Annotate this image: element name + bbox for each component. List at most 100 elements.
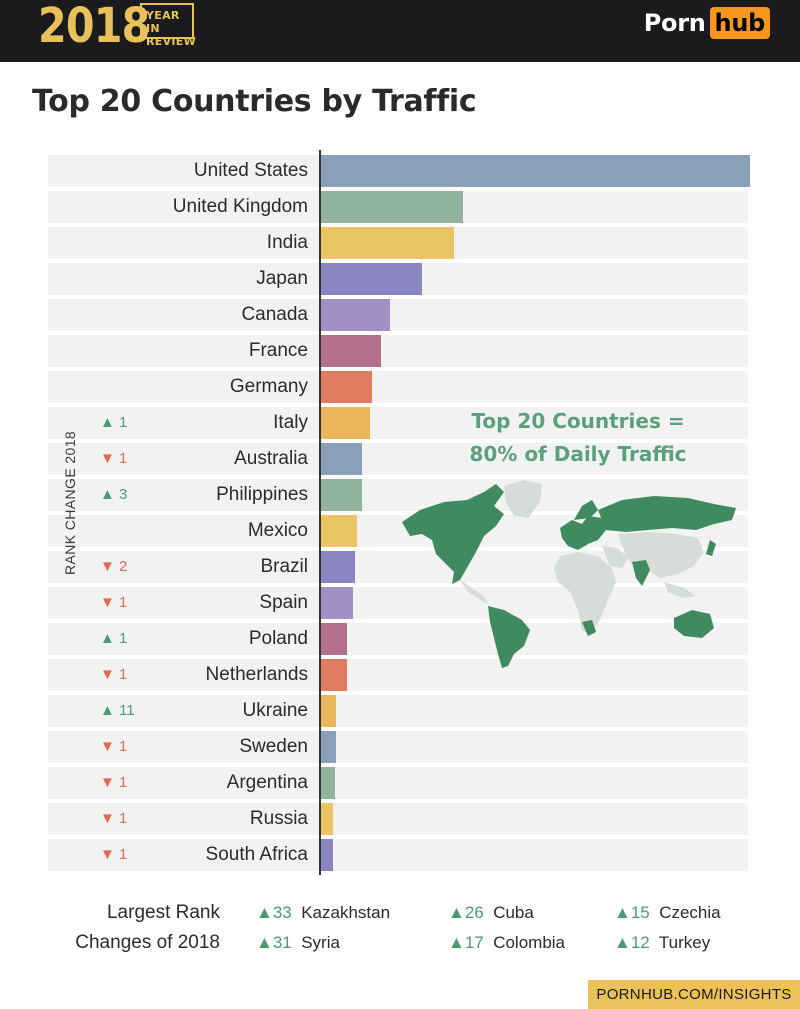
logo-hub-text: hub [709, 7, 770, 39]
map-scandinavia [574, 500, 598, 520]
rank-change-indicator: ▼ 1 [100, 774, 128, 791]
chart-row-background [48, 839, 748, 871]
rank-change-item: ▲33 Kazakhstan ▲31 Syria [256, 903, 391, 952]
callout-line-1: Top 20 Countries = [471, 409, 685, 433]
country-label: Brazil [260, 556, 308, 577]
traffic-bar [321, 731, 336, 763]
country-label: Netherlands [205, 664, 308, 685]
traffic-bar [321, 767, 336, 799]
rank-change-item: ▲15 Czechia ▲12 Turkey [614, 903, 721, 952]
rank-change-indicator: ▼ 1 [100, 594, 128, 611]
traffic-bar [321, 371, 373, 403]
world-map [402, 480, 736, 668]
chart-row-background [48, 803, 748, 835]
traffic-bar [321, 299, 390, 331]
insights-link[interactable]: PORNHUB.COM/INSIGHTS [596, 986, 792, 1003]
chart-row-background [48, 443, 748, 475]
country-label: Mexico [247, 520, 308, 541]
chart-row-background [48, 299, 748, 331]
map-australia [674, 610, 714, 638]
year-logo: 2018 [38, 0, 150, 54]
chart-row-background [48, 731, 748, 763]
country-label: Ukraine [242, 700, 308, 721]
map-asia [618, 532, 704, 578]
traffic-bar [321, 407, 371, 439]
traffic-bar [321, 443, 362, 475]
map-south-america [488, 606, 530, 668]
country-label: United Kingdom [172, 196, 308, 217]
traffic-bar [321, 227, 454, 259]
brand-logo[interactable]: Porn hub [644, 6, 770, 40]
country-label: Germany [229, 376, 308, 397]
country-label: Italy [273, 412, 308, 433]
map-russia [598, 496, 736, 532]
map-southeast-asia [664, 582, 696, 598]
logo-porn-text: Porn [643, 9, 706, 37]
header-bar: 2018 YEAR IN REVIEW Porn hub [0, 0, 800, 62]
rank-change-indicator: ▼ 1 [100, 738, 128, 755]
chart-row-background [48, 695, 748, 727]
traffic-bar [321, 335, 382, 367]
country-label: South Africa [205, 844, 308, 865]
footer-banner [588, 980, 800, 1009]
year-in-review-badge: YEAR IN REVIEW [140, 3, 196, 48]
rank-change-indicator: ▲ 11 [100, 702, 135, 719]
traffic-bar [321, 479, 362, 511]
chart-row-background [48, 623, 748, 655]
rank-change-indicator: ▲ 1 [100, 414, 128, 431]
country-label: France [248, 340, 308, 361]
country-label: United States [193, 160, 308, 181]
country-label: Canada [241, 304, 308, 325]
rank-change-indicator: ▼ 1 [100, 810, 128, 827]
country-label: Japan [256, 268, 308, 289]
map-europe [560, 516, 606, 550]
rank-change-item: ▲26 Cuba ▲17 Colombia [448, 903, 566, 952]
map-north-america [402, 484, 504, 584]
chart-row-background [48, 335, 748, 367]
rank-change-indicator: ▼ 1 [100, 666, 128, 683]
traffic-bar [321, 659, 347, 691]
traffic-bar [321, 263, 422, 295]
largest-rank-changes-label: Largest Rank Changes of 2018 [75, 902, 220, 953]
country-label: Sweden [239, 736, 308, 757]
rank-change-indicator: ▼ 2 [100, 558, 128, 575]
rank-change-axis-label: RANK CHANGE 2018 [62, 430, 78, 575]
chart-axis-line [319, 150, 321, 875]
traffic-bar [321, 695, 336, 727]
map-south-africa [582, 620, 596, 636]
map-japan [706, 540, 716, 556]
map-greenland [504, 480, 542, 518]
country-label: Spain [259, 592, 308, 613]
map-middle-east [602, 546, 628, 568]
traffic-bar [321, 155, 750, 187]
traffic-bar [321, 839, 333, 871]
traffic-bar [321, 551, 356, 583]
traffic-bar [321, 515, 357, 547]
map-india [632, 560, 650, 586]
rank-change-indicator: ▲ 3 [100, 486, 128, 503]
traffic-bar [321, 803, 333, 835]
country-label: Poland [248, 628, 308, 649]
country-label: Argentina [226, 772, 308, 793]
country-label: Russia [249, 808, 308, 829]
traffic-bar [321, 191, 463, 223]
rank-change-indicator: ▲ 1 [100, 630, 128, 647]
country-label: India [266, 232, 308, 253]
chart-row-background [48, 587, 748, 619]
traffic-bar [321, 587, 354, 619]
traffic-bar [321, 623, 347, 655]
country-label: Philippines [216, 484, 308, 505]
chart-row-background [48, 767, 748, 799]
page-title: Top 20 Countries by Traffic [32, 84, 477, 119]
map-africa [554, 552, 616, 634]
callout-line-2: 80% of Daily Traffic [469, 442, 687, 466]
traffic-callout: Top 20 Countries = 80% of Daily Traffic [440, 405, 716, 471]
rank-change-indicator: ▼ 1 [100, 450, 128, 467]
rank-change-indicator: ▼ 1 [100, 846, 128, 863]
map-central-america [460, 580, 488, 604]
bar-chart: United States United Kingdom India Japan Can… [0, 150, 800, 880]
chart-row-background [48, 407, 748, 439]
chart-row-background [48, 371, 748, 403]
chart-row-background [48, 659, 748, 691]
country-label: Australia [234, 448, 308, 469]
